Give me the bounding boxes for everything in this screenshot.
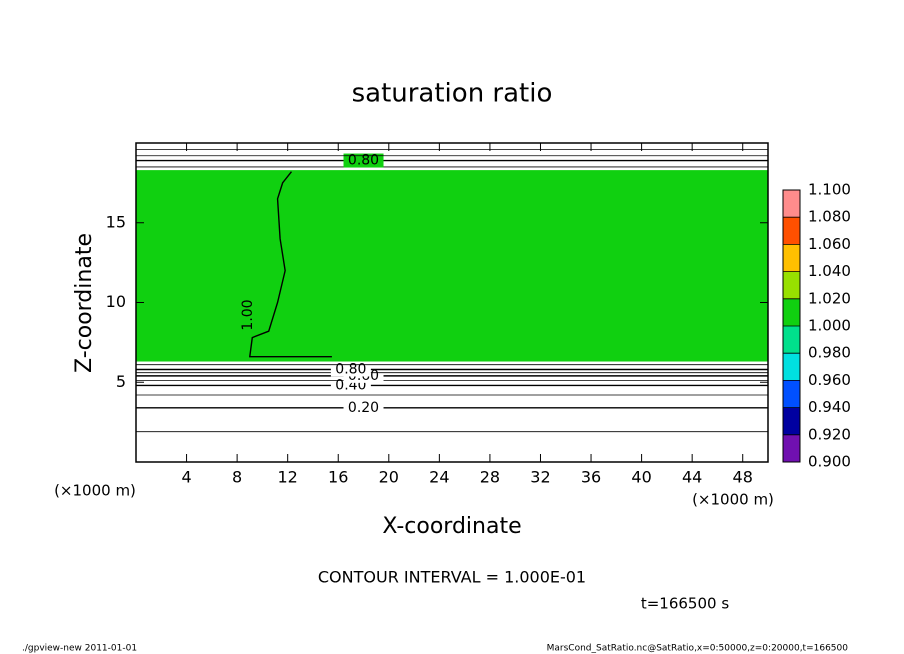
- x-tick-label: 24: [429, 468, 449, 487]
- x-tick-label: 36: [581, 468, 601, 487]
- colorbar-segment: [783, 244, 800, 272]
- field-region: [136, 170, 768, 362]
- x-tick-label: 40: [631, 468, 651, 487]
- colorbar-segment: [783, 217, 800, 245]
- colorbar-label: 1.080: [808, 208, 851, 226]
- y-tick-label: 10: [106, 292, 126, 311]
- colorbar-label: 0.900: [808, 453, 851, 471]
- colorbar-segment: [783, 434, 800, 462]
- contour-label-bg: [343, 153, 384, 168]
- colorbar-label: 1.040: [808, 262, 851, 280]
- contour-label: 0.80: [335, 361, 366, 377]
- x-unit: (×1000 m): [692, 491, 774, 509]
- time-label: t=166500 s: [641, 595, 729, 613]
- y-axis-label: Z-coordinate: [72, 233, 97, 373]
- colorbar-segment: [783, 407, 800, 435]
- y-tick-label: 5: [116, 372, 126, 391]
- contour-interval: CONTOUR INTERVAL = 1.000E-01: [318, 568, 586, 587]
- x-tick-label: 32: [530, 468, 550, 487]
- x-axis-label: X-coordinate: [382, 514, 521, 539]
- contour-label: 0.80: [348, 153, 379, 169]
- contour-label: 1.00: [240, 299, 256, 330]
- colorbar-label: 0.920: [808, 425, 851, 443]
- x-tick-label: 8: [232, 468, 242, 487]
- colorbar-segment: [783, 271, 800, 299]
- colorbar-segment: [783, 353, 800, 381]
- colorbar-label: 0.980: [808, 344, 851, 362]
- colorbar-segment: [783, 298, 800, 326]
- contour-label: 0.20: [348, 400, 379, 416]
- colorbar-segment: [783, 326, 800, 354]
- x-tick-label: 4: [181, 468, 191, 487]
- colorbar-segment: [783, 190, 800, 218]
- x-tick-label: 48: [733, 468, 753, 487]
- colorbar-label: 0.940: [808, 398, 851, 416]
- x-tick-label: 44: [682, 468, 702, 487]
- footer-left: ./gpview-new 2011-01-01: [22, 644, 137, 654]
- colorbar-label: 1.020: [808, 289, 851, 307]
- contour-label-bg: [330, 362, 371, 377]
- contour-label-bg: [343, 400, 384, 415]
- x-tick-label: 12: [278, 468, 298, 487]
- x-tick-label: 16: [328, 468, 348, 487]
- colorbar-label: 1.060: [808, 235, 851, 253]
- contour-line: [248, 171, 332, 358]
- y-tick-label: 15: [106, 212, 126, 231]
- y-unit: (×1000 m): [54, 482, 136, 500]
- colorbar-label: 0.960: [808, 371, 851, 389]
- x-tick-label: 28: [480, 468, 500, 487]
- colorbar-label: 1.100: [808, 181, 851, 199]
- colorbar-label: 1.000: [808, 317, 851, 335]
- x-tick-label: 20: [379, 468, 399, 487]
- footer-right: MarsCond_SatRatio.nc@SatRatio,x=0:50000,…: [547, 644, 849, 654]
- chart-title: saturation ratio: [352, 79, 553, 109]
- colorbar-segment: [783, 380, 800, 408]
